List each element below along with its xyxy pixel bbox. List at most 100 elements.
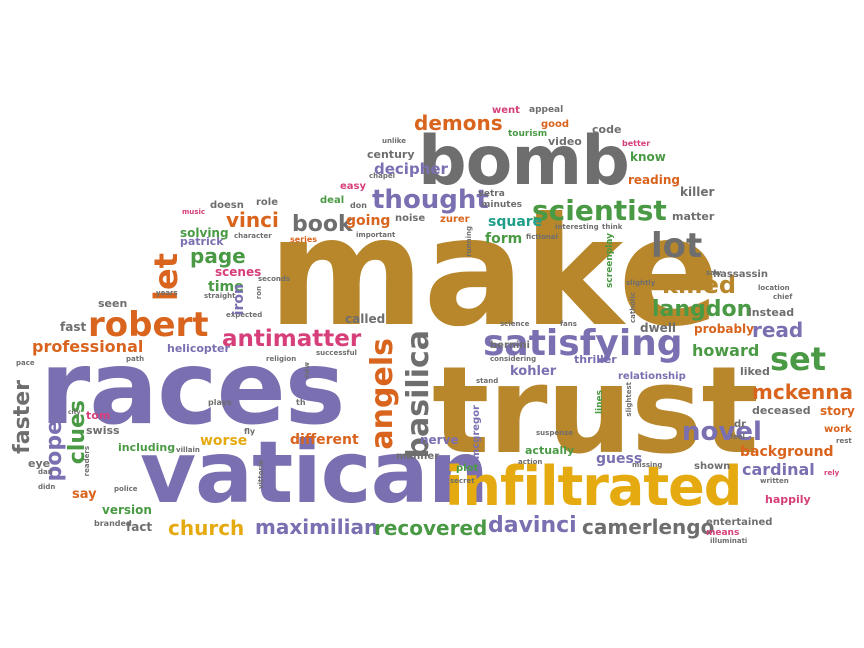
word-worse: worse xyxy=(200,433,248,449)
word-manner: manner xyxy=(396,451,440,462)
word-background: background xyxy=(740,444,834,460)
word-infiltrated: infiltrated xyxy=(445,455,742,518)
word-easy: easy xyxy=(340,181,367,192)
word-time: time xyxy=(208,279,244,295)
word-tom: tom xyxy=(86,409,111,422)
word-important: important xyxy=(356,231,396,239)
word-form: form xyxy=(485,231,523,247)
word-doesn: doesn xyxy=(210,200,244,211)
word-relationship: relationship xyxy=(618,371,686,382)
word-rest: rest xyxy=(836,437,852,445)
word-say: say xyxy=(72,487,97,502)
word-patrick: patrick xyxy=(180,235,224,248)
word-deal: deal xyxy=(320,195,345,206)
word-century: century xyxy=(367,148,415,161)
word-successful: successful xyxy=(316,349,357,357)
word-nerve: nerve xyxy=(420,433,459,447)
word-straight: straight xyxy=(204,292,236,300)
word-better: better xyxy=(622,139,651,148)
word-means: means xyxy=(706,528,740,538)
word-screenplay: screenplay xyxy=(605,233,615,288)
word-fans: fans xyxy=(560,320,577,328)
word-helicopter: helicopter xyxy=(167,342,230,355)
word-story: story xyxy=(820,404,855,418)
word-expected: expected xyxy=(226,311,263,319)
word-page: page xyxy=(190,244,246,268)
word-dr: dr xyxy=(734,419,747,430)
word-liked: liked xyxy=(740,365,770,378)
word-killer: killer xyxy=(680,185,715,199)
word-bernini: bernini xyxy=(490,340,530,351)
word-running: running xyxy=(465,226,473,257)
word-cardinal: cardinal xyxy=(742,460,815,479)
word-mckenna: mckenna xyxy=(752,380,853,404)
word-actually: actually xyxy=(525,444,575,457)
word-angels: angels xyxy=(365,338,400,450)
word-vatican: vatican xyxy=(140,423,489,523)
word-th: th xyxy=(296,398,306,407)
word-different: different xyxy=(290,432,359,448)
word-lines: lines xyxy=(595,390,605,415)
word-video: video xyxy=(548,135,582,148)
word-probably: probably xyxy=(694,322,754,336)
word-science: science xyxy=(500,320,530,328)
word-read: read xyxy=(752,318,804,342)
word-music: music xyxy=(182,208,205,216)
word-antimatter: antimatter xyxy=(222,326,362,352)
word-plays: plays xyxy=(208,398,232,407)
word-novel: novel xyxy=(682,417,762,447)
word-trust: trust xyxy=(432,342,759,481)
word-vetra: vetra xyxy=(478,189,505,199)
word-zurer: zurer xyxy=(440,214,470,225)
word-series: series xyxy=(290,235,318,244)
word-appeal: appeal xyxy=(529,105,564,115)
word-slightly: slightly xyxy=(626,279,656,287)
word-feel: feel xyxy=(730,433,745,441)
word-secret: secret xyxy=(450,477,475,485)
word-bomb: bomb xyxy=(418,122,630,201)
word-role: role xyxy=(256,197,279,208)
word-robert: robert xyxy=(88,305,209,345)
word-character: character xyxy=(234,232,272,240)
word-decipher: decipher xyxy=(374,160,448,178)
word-slightest: slightest xyxy=(625,382,633,417)
word-iron: iron xyxy=(231,284,247,316)
word-square: square xyxy=(488,214,543,230)
word-kohler: kohler xyxy=(510,364,557,379)
word-thriller: thriller xyxy=(574,353,617,366)
word-missing: missing xyxy=(632,461,663,469)
word-dwell: dwell xyxy=(640,321,677,335)
word-plot: plot xyxy=(456,463,479,474)
word-chief: chief xyxy=(773,293,793,301)
word-tourism: tourism xyxy=(508,129,548,139)
word-solving: solving xyxy=(180,226,229,240)
word-considering: considering xyxy=(490,355,537,363)
word-action: action xyxy=(518,458,543,466)
word-seen: seen xyxy=(98,297,128,310)
word-religion: religion xyxy=(266,355,297,363)
word-lot: lot xyxy=(651,226,703,266)
word-don: don xyxy=(350,201,367,210)
word-saw: saw xyxy=(706,269,722,277)
word-fact: fact xyxy=(126,520,153,534)
word-didn: didn xyxy=(38,483,56,491)
word-shown: shown xyxy=(694,461,731,472)
word-faster: faster xyxy=(10,380,35,454)
word-think: think xyxy=(602,223,623,231)
word-including: including xyxy=(118,441,176,454)
word-dan: dan xyxy=(38,468,53,476)
word-stand: stand xyxy=(476,377,499,385)
word-deceased: deceased xyxy=(752,404,811,417)
word-mcgregor: mcgregor xyxy=(471,405,482,460)
word-demons: demons xyxy=(414,111,503,135)
word-hassassin: hassassin xyxy=(713,269,768,280)
word-know: know xyxy=(630,150,666,164)
word-work: work xyxy=(824,424,852,435)
word-going: going xyxy=(346,213,391,229)
word-guess: guess xyxy=(596,451,643,467)
word-entertained: entertained xyxy=(706,517,773,528)
word-vittoria: vittoria xyxy=(257,460,265,490)
word-langdon: langdon xyxy=(652,297,753,322)
word-version: version xyxy=(102,503,152,517)
word-went: went xyxy=(492,105,520,116)
